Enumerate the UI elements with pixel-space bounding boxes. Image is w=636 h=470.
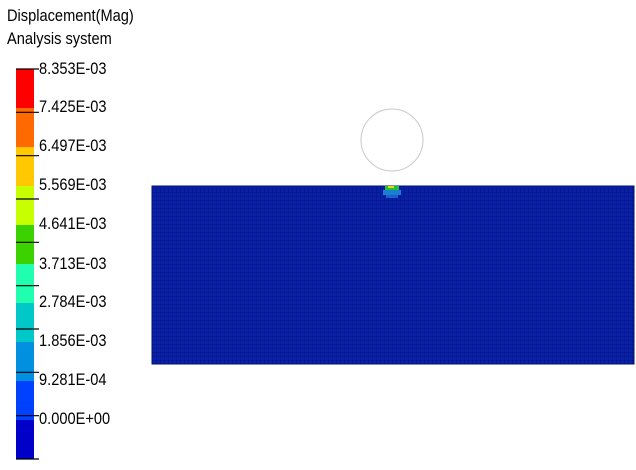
- indenter-sphere: [360, 108, 424, 172]
- scale-label-min: 0.000E+00: [39, 409, 111, 428]
- legend-title: Displacement(Mag) Analysis system: [7, 4, 134, 50]
- scale-label: 3.713E-03: [39, 254, 107, 273]
- scale-label: 5.569E-03: [39, 175, 107, 194]
- mesh-block: [151, 185, 635, 365]
- scale-label: 2.784E-03: [39, 292, 107, 311]
- legend-title-system: Analysis system: [7, 29, 112, 48]
- scale-label: 1.856E-03: [39, 331, 107, 350]
- scale-label: 9.281E-04: [39, 370, 107, 389]
- scale-label: 6.497E-03: [39, 136, 107, 155]
- contact-hotspot: [383, 186, 401, 198]
- scale-label-max: 8.353E-03: [39, 59, 107, 78]
- scale-label: 7.425E-03: [39, 97, 107, 116]
- scale-label: 4.641E-03: [39, 214, 107, 233]
- legend-title-result: Displacement(Mag): [7, 6, 134, 25]
